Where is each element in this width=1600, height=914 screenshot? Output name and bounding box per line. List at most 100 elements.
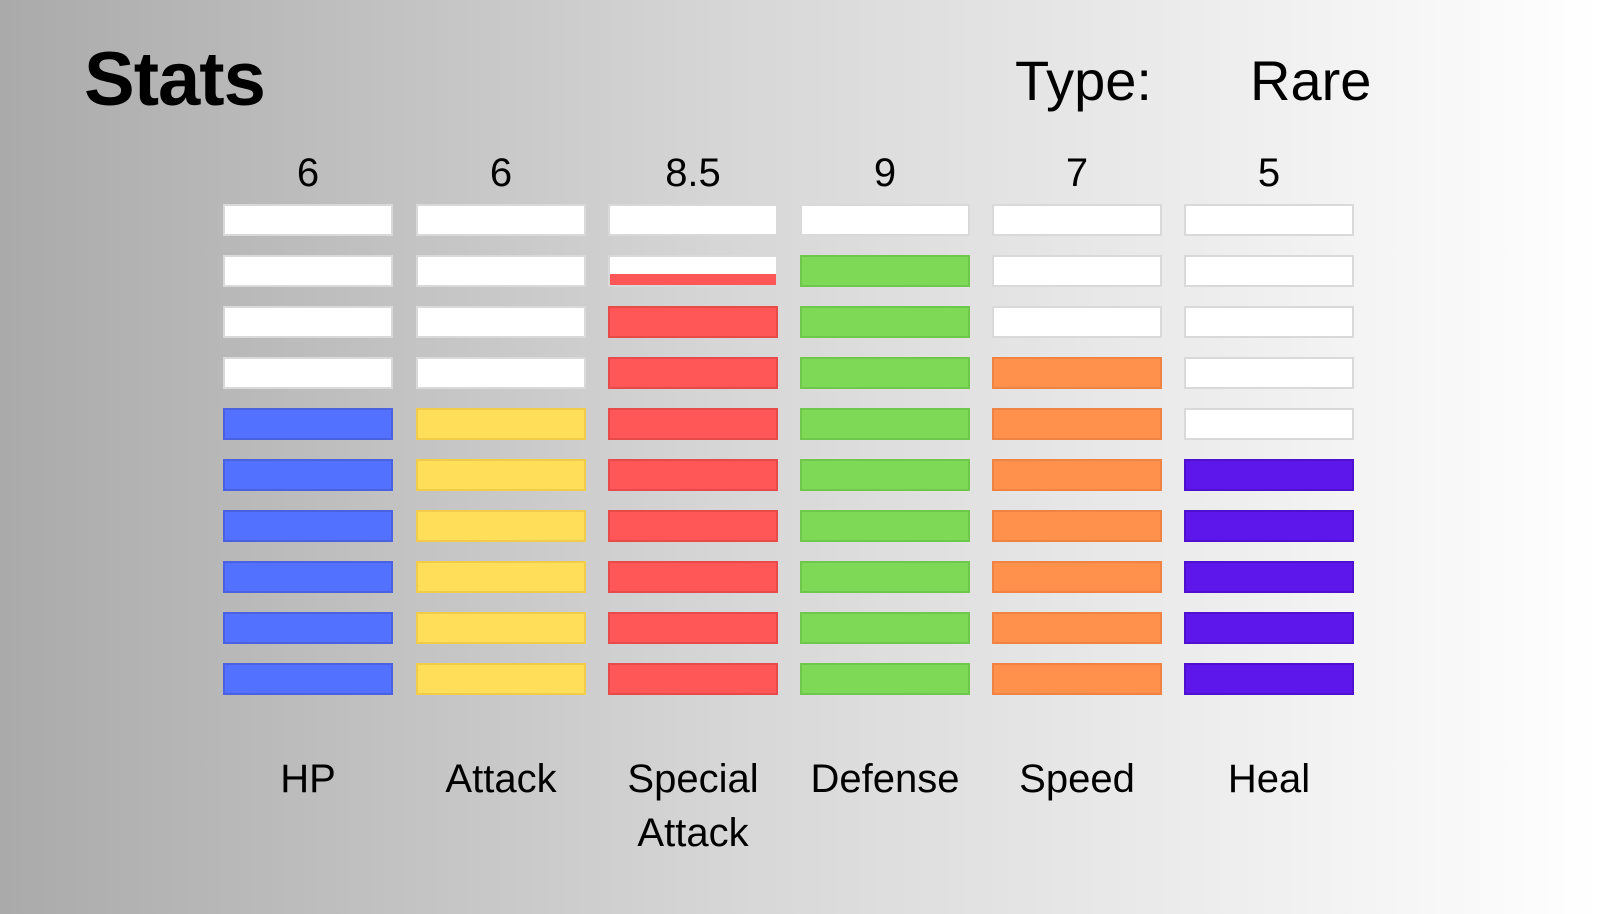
stat-segment-fill: [610, 461, 776, 489]
stat-column-heal: 5 Heal: [1184, 150, 1354, 801]
stat-segment-fill: [1186, 665, 1352, 693]
stat-segment: [608, 459, 778, 491]
stat-segment-fill: [610, 512, 776, 540]
stat-segment: [416, 561, 586, 593]
stat-segment-fill: [802, 614, 968, 642]
stat-segment: [223, 408, 393, 440]
stat-segment-fill: [1186, 512, 1352, 540]
stat-value: 7: [1065, 151, 1089, 195]
type-value: Rare: [1250, 49, 1372, 112]
stat-segment-fill: [994, 461, 1160, 489]
stat-segment-fill: [418, 512, 584, 540]
stat-label: Defense: [810, 757, 960, 801]
stat-segment: [416, 663, 586, 695]
stat-segment: [992, 255, 1162, 287]
stat-segment-fill: [610, 563, 776, 591]
stat-segment: [992, 408, 1162, 440]
stat-column-hp: 6 HP: [223, 150, 393, 801]
stat-segment-fill: [418, 614, 584, 642]
stat-segment: [416, 306, 586, 338]
stat-segment: [992, 204, 1162, 236]
stat-segment-fill: [610, 614, 776, 642]
stat-segment-fill: [802, 461, 968, 489]
stat-segment: [416, 612, 586, 644]
stat-segment: [1184, 306, 1354, 338]
stat-segment-fill: [225, 410, 391, 438]
stat-segment-fill: [802, 512, 968, 540]
stat-value: 8.5: [665, 151, 721, 195]
stat-segment: [800, 255, 970, 287]
stat-segment: [992, 612, 1162, 644]
stat-label: Speed: [1019, 757, 1135, 801]
stat-segment: [800, 306, 970, 338]
stat-segment-fill: [994, 563, 1160, 591]
stat-segment: [800, 612, 970, 644]
stat-label: Special Attack: [627, 757, 759, 855]
stat-segment: [223, 306, 393, 338]
stat-segment-fill: [418, 665, 584, 693]
stat-column-attack: 6 Attack: [416, 150, 586, 801]
stat-segment: [992, 663, 1162, 695]
stat-segment: [800, 459, 970, 491]
stat-segment-fill: [610, 665, 776, 693]
stat-segment: [416, 357, 586, 389]
stat-segment: [608, 408, 778, 440]
stat-segment: [223, 510, 393, 542]
stat-segment: [800, 408, 970, 440]
stat-segment: [800, 357, 970, 389]
stat-segment-fill: [994, 512, 1160, 540]
stat-segment: [800, 204, 970, 236]
stat-segment: [223, 561, 393, 593]
stat-segment: [416, 510, 586, 542]
stat-segment: [1184, 663, 1354, 695]
stat-segment-fill: [802, 359, 968, 387]
stat-segment-fill: [418, 461, 584, 489]
stat-segment: [608, 357, 778, 389]
stat-segment-fill: [418, 563, 584, 591]
page-title: Stats: [84, 37, 266, 122]
stat-segment-fill: [994, 359, 1160, 387]
stat-segment: [1184, 561, 1354, 593]
stat-segment: [992, 306, 1162, 338]
stat-segment: [223, 204, 393, 236]
stat-segment-fill: [1186, 614, 1352, 642]
stat-label: Attack: [445, 757, 557, 801]
stat-segment: [608, 510, 778, 542]
stat-segment: [1184, 357, 1354, 389]
stat-segment: [608, 612, 778, 644]
stat-segment-fill: [610, 410, 776, 438]
stat-segment-fill: [802, 257, 968, 285]
stat-segment: [1184, 408, 1354, 440]
stat-segment-fill: [418, 410, 584, 438]
stat-segment: [223, 459, 393, 491]
stat-segment: [223, 612, 393, 644]
stat-value: 6: [296, 151, 320, 195]
stat-segment-fill: [802, 308, 968, 336]
stat-segment-fill: [225, 563, 391, 591]
stat-segment: [1184, 255, 1354, 287]
stat-segment: [608, 255, 778, 287]
stat-segment: [416, 459, 586, 491]
stat-segment: [992, 459, 1162, 491]
stat-segment: [1184, 612, 1354, 644]
stat-segment: [608, 561, 778, 593]
stat-segment: [992, 561, 1162, 593]
stat-segment: [223, 357, 393, 389]
stat-label: HP: [280, 757, 336, 801]
stat-segment: [608, 204, 778, 236]
stat-value: 6: [489, 151, 513, 195]
stat-segment: [800, 510, 970, 542]
stat-segment: [223, 663, 393, 695]
stat-column-speed: 7 Speed: [992, 150, 1162, 801]
stat-segment: [800, 663, 970, 695]
stat-segment-fill: [994, 410, 1160, 438]
stat-segment: [416, 255, 586, 287]
stat-segment: [992, 510, 1162, 542]
stat-segment: [223, 255, 393, 287]
stat-segment: [1184, 204, 1354, 236]
stat-column-special-attack: 8.5 Special Attack: [608, 150, 778, 855]
stat-segment-fill: [225, 614, 391, 642]
stat-segment: [608, 306, 778, 338]
stat-value: 5: [1257, 151, 1281, 195]
stat-segment: [416, 204, 586, 236]
